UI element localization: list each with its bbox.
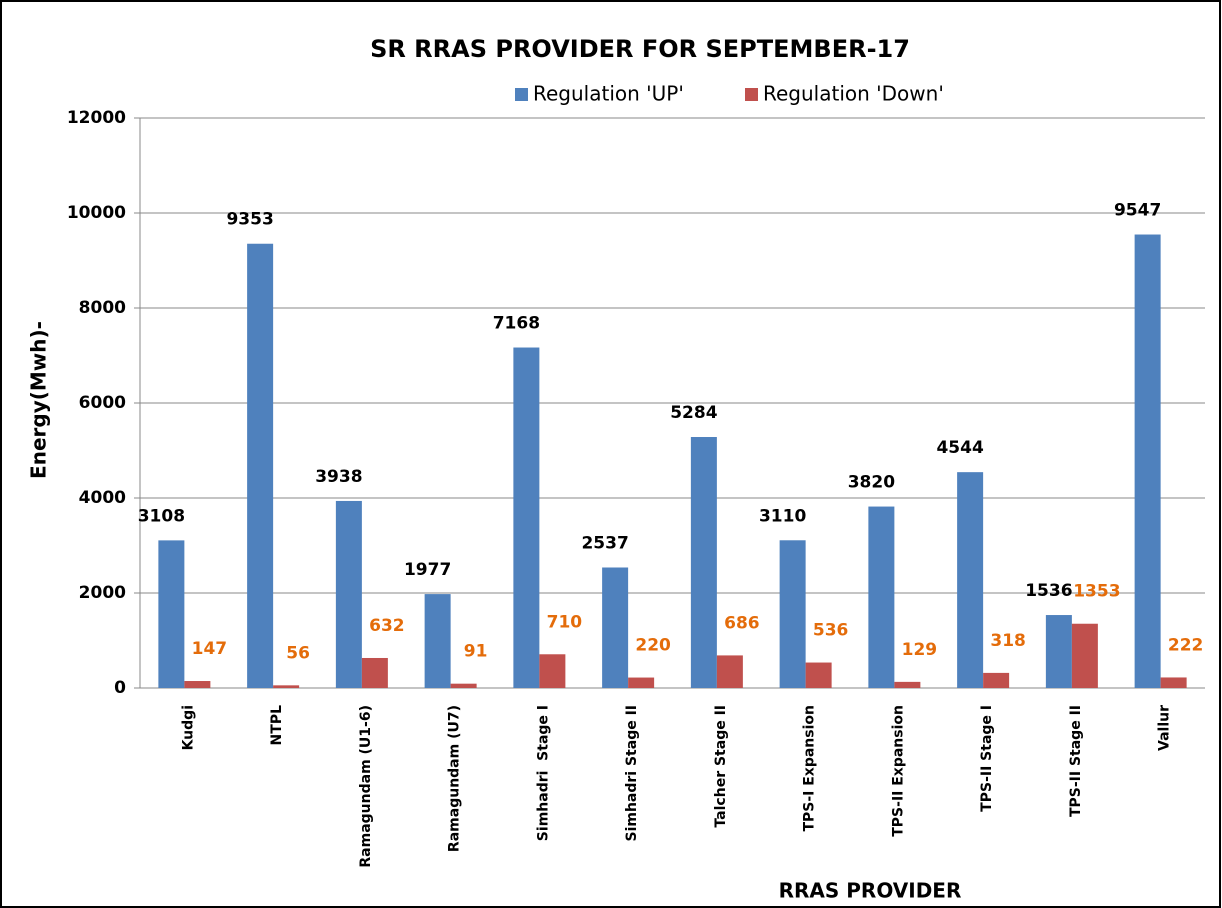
value-label: 1977 <box>404 560 451 580</box>
value-label: 3108 <box>138 506 185 526</box>
bar <box>690 437 717 688</box>
x-tick-label: Simhadri Stage I <box>535 705 551 841</box>
y-tick-label: 12000 <box>67 108 126 128</box>
bar <box>184 681 211 688</box>
value-label: 3820 <box>848 473 895 493</box>
y-tick-label: 8000 <box>79 298 126 318</box>
bar <box>335 500 362 688</box>
legend-swatch <box>515 88 528 101</box>
value-label: 3110 <box>759 506 806 526</box>
x-tick-label: NTPL <box>269 705 285 746</box>
bar <box>539 654 566 688</box>
x-tick-label: TPS-II Stage II <box>1068 705 1084 817</box>
bar <box>273 685 300 688</box>
bar <box>894 681 921 688</box>
value-label: 2537 <box>581 533 628 553</box>
x-tick-label: TPS-I Expansion <box>802 705 818 832</box>
x-tick-label: Ramagundam (U7) <box>447 705 463 852</box>
x-tick-label: Simhadri Stage II <box>624 705 640 842</box>
bar <box>628 677 655 688</box>
value-label: 9353 <box>226 210 273 230</box>
value-label: 1536 <box>1025 581 1072 601</box>
bar <box>361 657 388 688</box>
x-tick-label: Kudgi <box>180 705 196 750</box>
bar <box>1134 234 1161 688</box>
value-label: 220 <box>635 636 671 656</box>
bar <box>247 243 274 689</box>
y-axis-title: Energy(Mwh)- <box>27 321 51 479</box>
x-tick-label: Vallur <box>1157 705 1173 751</box>
legend-swatch <box>745 88 758 101</box>
value-label: 56 <box>286 643 310 663</box>
y-tick-label: 6000 <box>79 393 126 413</box>
x-tick-label: TPS-II Stage I <box>979 705 995 812</box>
bar <box>868 506 895 688</box>
bar <box>1045 615 1072 688</box>
bar <box>957 472 984 688</box>
bar <box>158 540 185 688</box>
value-label: 686 <box>724 613 760 633</box>
value-label: 9547 <box>1114 201 1161 221</box>
bar <box>1160 677 1187 688</box>
value-label: 5284 <box>670 403 717 423</box>
y-tick-label: 0 <box>114 678 126 698</box>
value-label: 3938 <box>315 467 362 487</box>
value-label: 1353 <box>1073 582 1120 602</box>
bar <box>424 594 451 688</box>
value-label: 4544 <box>936 438 983 458</box>
x-tick-label: TPS-II Expansion <box>890 705 906 837</box>
value-label: 710 <box>547 612 583 632</box>
value-label: 129 <box>902 640 938 660</box>
value-label: 318 <box>990 631 1026 651</box>
value-label: 536 <box>813 621 849 641</box>
bar <box>716 655 743 688</box>
value-label: 91 <box>464 642 488 662</box>
legend-label: Regulation 'Down' <box>763 82 944 106</box>
chart-title: SR RRAS PROVIDER FOR SEPTEMBER-17 <box>370 35 910 63</box>
value-label: 632 <box>369 616 405 636</box>
bar <box>450 683 477 688</box>
bar <box>805 662 832 688</box>
bar <box>513 347 540 688</box>
value-label: 147 <box>192 639 228 659</box>
x-tick-label: Ramagundam (U1-6) <box>358 705 374 868</box>
bar <box>1071 623 1098 688</box>
y-tick-label: 10000 <box>67 203 126 223</box>
x-tick-label: Talcher Stage II <box>713 705 729 828</box>
bar <box>779 540 806 688</box>
y-tick-label: 2000 <box>79 583 126 603</box>
value-label: 222 <box>1168 635 1204 655</box>
legend-label: Regulation 'UP' <box>533 82 684 106</box>
y-tick-label: 4000 <box>79 488 126 508</box>
x-axis-title: RRAS PROVIDER <box>779 879 962 903</box>
bar <box>983 672 1010 688</box>
value-label: 7168 <box>493 314 540 334</box>
bar <box>602 567 629 688</box>
